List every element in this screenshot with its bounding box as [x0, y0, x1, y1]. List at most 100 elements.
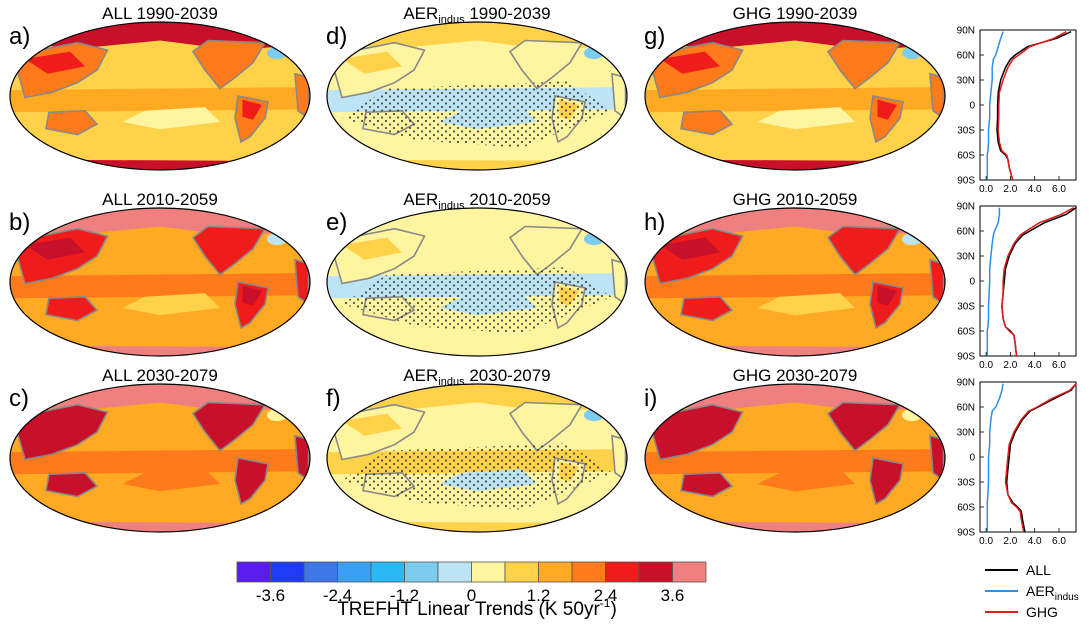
- antarctic-region: [10, 159, 310, 170]
- continent-australia: [680, 295, 734, 322]
- panel-letter: e): [326, 209, 347, 236]
- y-tick-label: 90S: [957, 352, 975, 363]
- colorbar-box: [270, 561, 305, 583]
- antarctic-region: [645, 521, 945, 532]
- hot-spot: [342, 237, 402, 260]
- continent-greenland: [899, 26, 929, 47]
- antarctic-region: [10, 345, 310, 356]
- y-tick-label: 60S: [957, 503, 975, 514]
- panel-title: GHG 1990-2039: [733, 4, 858, 23]
- colorbar-box: [638, 561, 673, 583]
- x-tick-label: 6.0: [1052, 360, 1066, 371]
- continent-australia: [45, 471, 99, 498]
- legend-label: GHG: [1026, 604, 1058, 620]
- y-tick-label: 30N: [957, 76, 975, 87]
- continent-australia: [45, 109, 99, 136]
- panel-letter: i): [644, 385, 657, 412]
- continent-greenland: [581, 212, 611, 233]
- colorbar-title: TREFHT Linear Trends (K 50yr-1): [337, 596, 617, 620]
- significance-stippling: [342, 443, 612, 510]
- hot-spot: [660, 237, 720, 260]
- map-panel: f) AERindus 2030-2079: [326, 366, 628, 533]
- antarctic-region: [645, 159, 945, 170]
- hot-spot: [25, 413, 85, 436]
- x-tick-label: 6.0: [1052, 184, 1066, 195]
- tropical-band: [645, 273, 945, 299]
- continent-greenland: [899, 212, 929, 233]
- significance-stippling: [342, 267, 612, 334]
- cool-patch: [122, 469, 220, 492]
- colorbar-box: [504, 561, 539, 583]
- panel-title: GHG 2030-2079: [733, 366, 858, 385]
- series-line-all: [1005, 383, 1077, 533]
- colorbar-box: [471, 561, 506, 583]
- map-panel: h) GHG 2010-2059: [644, 190, 946, 357]
- y-tick-label: 30S: [957, 126, 975, 137]
- colorbar-box: [672, 561, 707, 583]
- profile-frame: [979, 381, 1077, 533]
- y-tick-label: 30N: [957, 428, 975, 439]
- colorbar-box: [437, 561, 472, 583]
- colorbar-box: [337, 561, 372, 583]
- continent-north-america: [826, 225, 902, 276]
- continent-australia: [45, 295, 99, 322]
- antarctic-region: [645, 345, 945, 356]
- map-panel: e) AERindus 2010-2059: [326, 190, 628, 357]
- north-atlantic-cold-spot: [902, 233, 922, 246]
- hot-spot: [660, 413, 720, 436]
- colorbar-box: [538, 561, 573, 583]
- map-panel: b) ALL 2010-2059: [9, 190, 311, 357]
- colorbar-tick-label: -3.6: [256, 586, 285, 605]
- y-tick-label: 0: [969, 277, 975, 288]
- tropical-band: [645, 449, 945, 475]
- tropical-band: [10, 449, 310, 475]
- continent-north-america: [191, 225, 267, 276]
- profile-plot: 90N 60N 30N 0 30S 60S 90S 0.0 2.0 4.0 6.0: [957, 202, 1077, 371]
- colorbar-tick-label: -2.4: [323, 586, 352, 605]
- series-line-ghg: [997, 31, 1067, 181]
- north-atlantic-cold-spot: [267, 47, 287, 60]
- hot-spot: [25, 237, 85, 260]
- panel-title: ALL 1990-2039: [102, 4, 218, 23]
- continent-greenland: [264, 212, 294, 233]
- continent-north-america: [826, 39, 902, 90]
- map-outline: [9, 21, 311, 171]
- north-atlantic-cold-spot: [267, 233, 287, 246]
- continent-greenland: [581, 388, 611, 409]
- continent-north-america: [191, 39, 267, 90]
- colorbar-box: [303, 561, 338, 583]
- zonal-mean-profiles: 90N 60N 30N 0 30S 60S 90S 0.0 2.0 4.0 6.0 90N 60N 30N…: [957, 26, 1077, 547]
- north-atlantic-cold-spot: [584, 233, 604, 246]
- series-line-aer: [986, 383, 1004, 532]
- antarctic-region: [327, 159, 627, 170]
- hot-spot: [342, 51, 402, 74]
- continent-north-america: [191, 401, 267, 452]
- tropical-band: [10, 273, 310, 299]
- x-tick-label: 0.0: [979, 536, 993, 547]
- series-line-ghg: [1004, 383, 1077, 533]
- y-tick-label: 30S: [957, 478, 975, 489]
- colorbar-box: [370, 561, 405, 583]
- panel-title: AERindus 1990-2039: [403, 4, 550, 26]
- tropical-band: [10, 87, 310, 113]
- colorbar-box: [605, 561, 640, 583]
- colorbar-tick-label: 2.4: [594, 586, 618, 605]
- cool-patch: [122, 107, 220, 130]
- y-tick-label: 30N: [957, 252, 975, 263]
- hot-spot: [877, 99, 897, 120]
- map-panel: i) GHG 2030-2079: [644, 366, 946, 533]
- colorbar-tick-label: -1.2: [390, 586, 419, 605]
- y-tick-label: 90S: [957, 528, 975, 539]
- antarctic-region: [327, 345, 627, 356]
- series-line-aer: [986, 31, 1004, 180]
- cool-patch: [757, 469, 855, 492]
- continent-greenland: [899, 388, 929, 409]
- colorbar-box: [236, 561, 271, 583]
- colorbar-box: [404, 561, 439, 583]
- panel-letter: d): [326, 23, 347, 50]
- cool-patch: [122, 293, 220, 316]
- cool-patch: [757, 107, 855, 130]
- panel-title: ALL 2010-2059: [102, 190, 218, 209]
- y-tick-label: 60N: [957, 403, 975, 414]
- y-tick-label: 60S: [957, 151, 975, 162]
